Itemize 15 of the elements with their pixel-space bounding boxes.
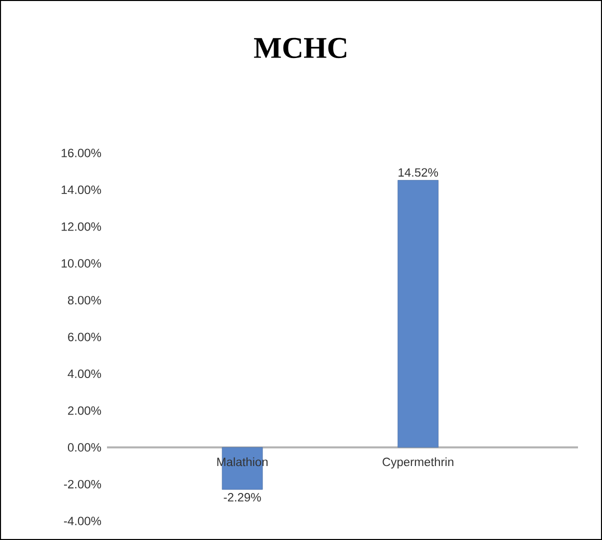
y-tick-label: 8.00% [68,296,102,304]
y-tick-label: 6.00% [68,332,102,342]
data-label: -2.29% [224,493,261,502]
x-tick-label: Cypermethrin [382,457,454,469]
y-tick-label: 16.00% [62,148,102,158]
y-tick-label: 12.00% [62,222,102,231]
data-label: 14.52% [398,168,438,177]
y-tick-label: 14.00% [62,186,102,194]
y-tick-label: 4.00% [68,370,102,378]
y-tick-label: 2.00% [68,406,102,415]
y-tick-label: 0.00% [68,443,102,452]
y-tick-label: -2.00% [64,480,102,488]
y-tick-label: 10.00% [62,259,102,268]
y-tick-label: -4.00% [64,516,102,526]
chart-title: MCHC [254,38,346,58]
